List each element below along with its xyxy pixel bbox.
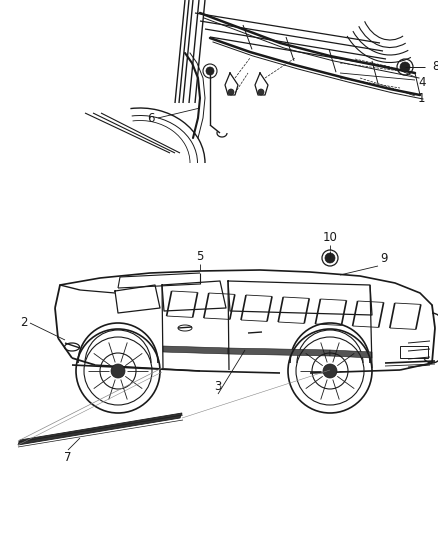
Polygon shape [163, 346, 228, 354]
Text: 5: 5 [196, 250, 204, 263]
Text: 8: 8 [432, 61, 438, 74]
Circle shape [258, 89, 264, 95]
Text: 1: 1 [418, 92, 425, 104]
Circle shape [111, 364, 125, 378]
Polygon shape [18, 413, 182, 445]
Text: 2: 2 [21, 317, 28, 329]
Polygon shape [330, 350, 372, 358]
Circle shape [400, 62, 410, 72]
Text: 7: 7 [64, 451, 72, 464]
Bar [400, 346, 428, 358]
Text: 9: 9 [380, 252, 388, 265]
Circle shape [206, 67, 214, 75]
Circle shape [228, 89, 234, 95]
Text: 6: 6 [148, 111, 155, 125]
Circle shape [325, 253, 335, 263]
Text: 3: 3 [214, 380, 222, 393]
Polygon shape [228, 348, 330, 356]
Text: 10: 10 [322, 231, 337, 244]
Circle shape [323, 364, 337, 378]
Text: 4: 4 [418, 77, 425, 90]
